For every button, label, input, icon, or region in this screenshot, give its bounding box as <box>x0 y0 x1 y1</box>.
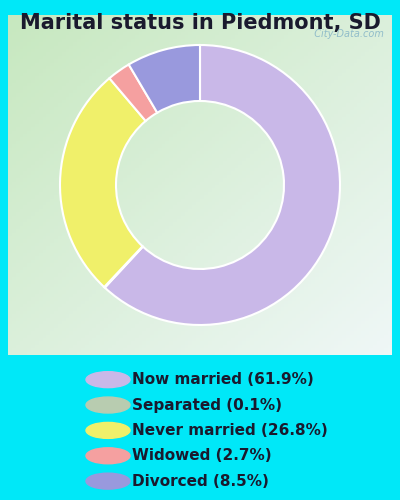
Wedge shape <box>60 78 146 287</box>
Circle shape <box>86 372 130 388</box>
Text: Separated (0.1%): Separated (0.1%) <box>132 398 282 412</box>
Text: Divorced (8.5%): Divorced (8.5%) <box>132 474 269 488</box>
Circle shape <box>86 422 130 438</box>
Circle shape <box>86 448 130 464</box>
Circle shape <box>86 473 130 489</box>
Text: Never married (26.8%): Never married (26.8%) <box>132 423 328 438</box>
Wedge shape <box>105 45 340 325</box>
Text: Now married (61.9%): Now married (61.9%) <box>132 372 314 387</box>
Text: Widowed (2.7%): Widowed (2.7%) <box>132 448 272 464</box>
Wedge shape <box>104 246 143 288</box>
Wedge shape <box>110 64 157 121</box>
Text: Marital status in Piedmont, SD: Marital status in Piedmont, SD <box>20 13 380 33</box>
Circle shape <box>86 397 130 413</box>
Text: City-Data.com: City-Data.com <box>308 28 384 38</box>
Wedge shape <box>129 45 200 112</box>
